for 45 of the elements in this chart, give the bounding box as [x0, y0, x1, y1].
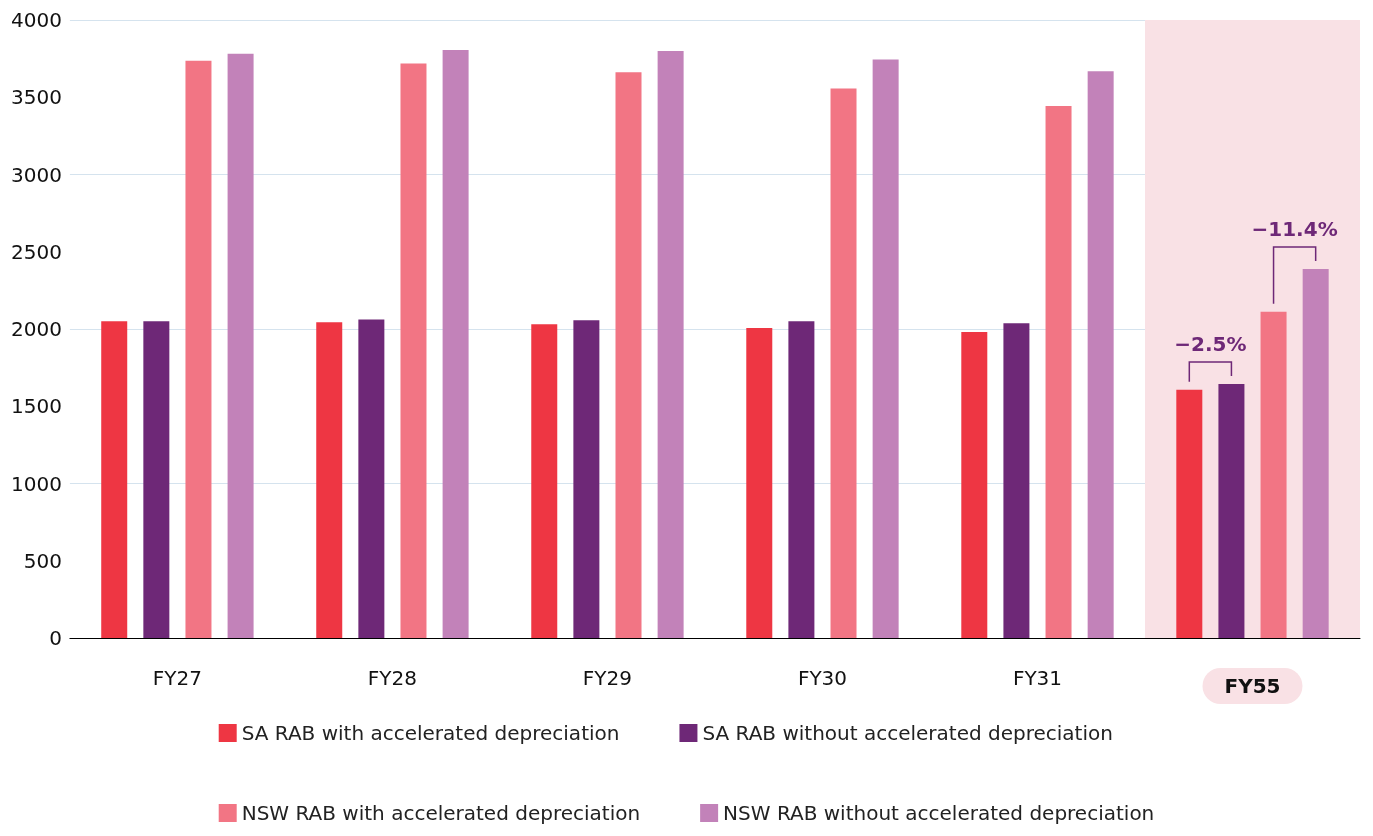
- bar: [1260, 311, 1287, 638]
- bar: [872, 59, 899, 638]
- bar: [227, 53, 254, 638]
- bar: [531, 324, 558, 638]
- x-tick-label: FY28: [367, 666, 418, 690]
- bar: [1218, 384, 1245, 638]
- legend-label: NSW RAB without accelerated depreciation: [723, 801, 1155, 825]
- bar: [615, 72, 642, 638]
- bar: [1302, 269, 1329, 638]
- y-tick-label: 500: [23, 548, 62, 573]
- bar: [358, 319, 385, 638]
- y-tick-label: 1500: [10, 394, 62, 419]
- bar: [143, 321, 170, 638]
- bar: [1045, 105, 1072, 638]
- bar: [746, 328, 773, 638]
- bar: [573, 320, 600, 638]
- bar: [1176, 389, 1203, 638]
- bar: [316, 322, 343, 638]
- bar: [830, 88, 857, 638]
- bar: [442, 49, 469, 638]
- bar: [961, 331, 988, 638]
- y-tick-label: 1000: [10, 471, 62, 496]
- x-tick-label: FY27: [152, 666, 202, 690]
- legend-label: NSW RAB with accelerated depreciation: [241, 801, 641, 825]
- y-tick-label: 3500: [10, 85, 62, 110]
- bar: [1087, 71, 1114, 638]
- y-tick-label: 0: [49, 626, 62, 650]
- x-tick-label: FY30: [797, 666, 848, 690]
- y-tick-label: 2500: [10, 239, 62, 264]
- bar: [101, 321, 128, 638]
- x-tick-label: FY31: [1012, 666, 1063, 690]
- bar: [657, 50, 684, 638]
- y-tick-label: 2000: [10, 317, 62, 341]
- legend-label: SA RAB without accelerated depreciation: [702, 721, 1113, 745]
- annotation: −2.5%: [1174, 332, 1247, 356]
- bar: [400, 63, 427, 638]
- bar: [1003, 323, 1030, 638]
- annotation: −11.4%: [1251, 217, 1338, 242]
- y-tick-label: 3000: [10, 162, 62, 187]
- x-tick-label: FY55: [1224, 674, 1281, 698]
- y-tick-label: 4000: [10, 8, 62, 32]
- bar: [185, 60, 212, 638]
- legend-label: SA RAB with accelerated depreciation: [241, 721, 620, 745]
- x-tick-label: FY29: [582, 666, 633, 690]
- bar: [788, 321, 815, 638]
